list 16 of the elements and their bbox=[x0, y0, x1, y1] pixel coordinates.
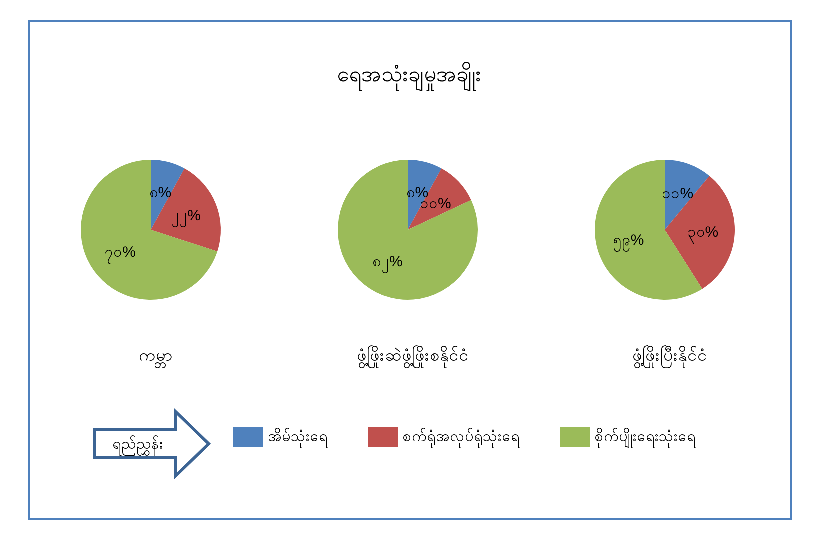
legend-label: အိမ်သုံးရေ bbox=[268, 428, 329, 448]
data-label: ၈% bbox=[406, 184, 429, 202]
data-label: ၈၂% bbox=[372, 254, 403, 274]
data-label: ၁၁% bbox=[662, 186, 694, 203]
text: ဖွံ့ဖြိုးပြီးနိုင်ငံ bbox=[632, 344, 708, 369]
legend-title: ရည်ညွှန်း bbox=[112, 434, 164, 456]
text: ကမ္ဘာ bbox=[139, 346, 173, 369]
legend-label: စိုက်ပျိုးရေးသုံးရေ bbox=[595, 428, 697, 448]
text: ဖွံ့ဖြိုးဆဲဖွံ့ဖြိုးစနိုင်ငံ bbox=[357, 344, 469, 369]
legend-label: စက်ရုံအလုပ်ရုံသုံးရေ bbox=[403, 428, 521, 448]
chart-title: ရေအသုံးချမှုအချိုး bbox=[338, 62, 482, 92]
data-label: ၈% bbox=[149, 184, 172, 202]
data-label: ၅၉% bbox=[612, 232, 644, 252]
data-label: ၃၀% bbox=[687, 224, 719, 244]
data-label: ၂၂% bbox=[172, 208, 202, 228]
data-label: ၇၀% bbox=[104, 244, 136, 264]
